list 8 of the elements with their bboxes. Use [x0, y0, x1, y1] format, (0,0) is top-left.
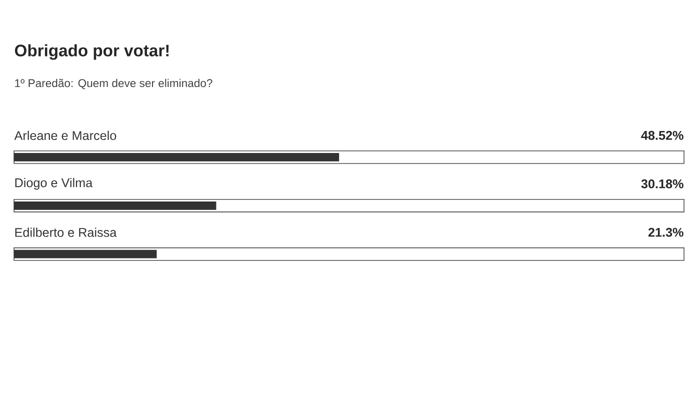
data-label: 30.18%	[641, 179, 684, 188]
y-tick-label: Arleane e Marcelo	[14, 130, 116, 140]
chart-subtitle: 1º Paredão: Quem deve ser eliminado?	[15, 78, 212, 90]
data-label: 48.52%	[641, 130, 684, 140]
data-label: 21.3%	[648, 228, 684, 237]
y-tick-label: Edilberto e Raissa	[15, 228, 117, 237]
y-tick-label: Diogo e Vilma	[15, 178, 93, 190]
chart-title: Obrigado por votar!	[14, 44, 169, 60]
